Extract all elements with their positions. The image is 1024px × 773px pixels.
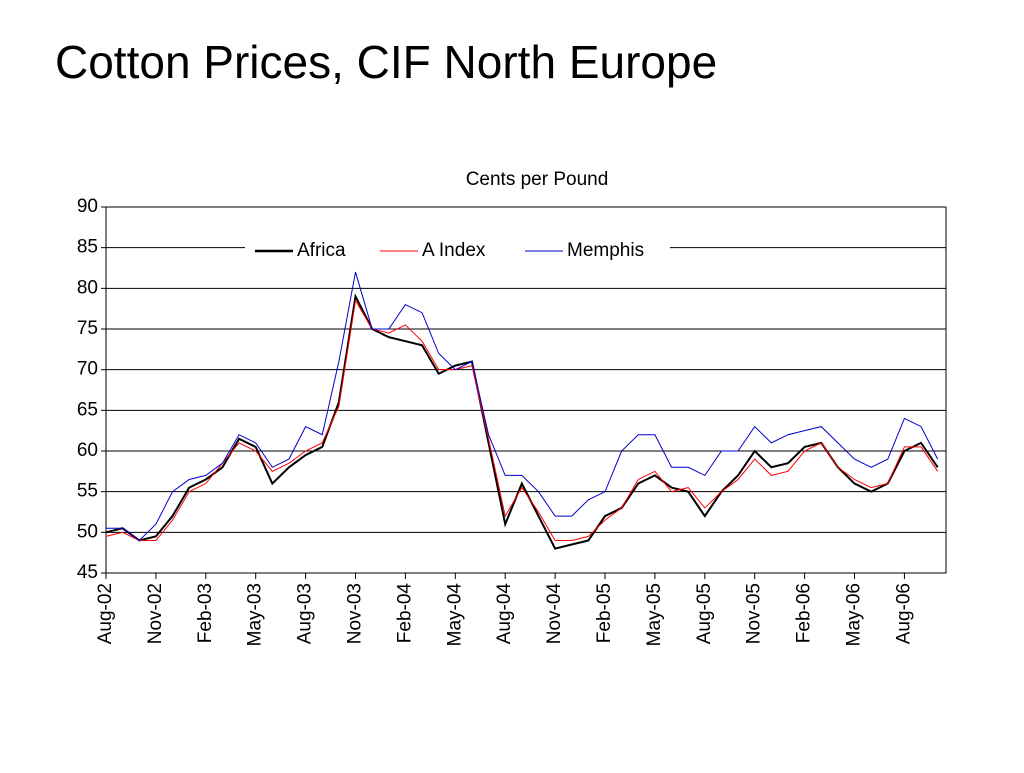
- y-tick-label: 65: [77, 399, 98, 420]
- legend-label: Africa: [297, 240, 346, 261]
- chart-title: Cotton Prices, CIF North Europe: [55, 36, 717, 88]
- y-tick-label: 60: [77, 440, 98, 461]
- x-tick-label: Aug-06: [893, 583, 914, 644]
- x-tick-label: Feb-04: [394, 583, 415, 644]
- y-tick-label: 55: [77, 481, 98, 502]
- y-tick-label: 80: [77, 277, 98, 298]
- x-tick-label: Nov-05: [744, 583, 765, 644]
- x-tick-label: May-04: [444, 583, 465, 647]
- x-tick-label: Aug-02: [95, 583, 116, 644]
- y-tick-label: 75: [77, 318, 98, 339]
- x-tick-label: May-05: [644, 583, 665, 646]
- x-tick-label: May-03: [245, 583, 266, 646]
- chart-subtitle: Cents per Pound: [466, 169, 609, 190]
- x-tick-label: Feb-03: [195, 583, 216, 643]
- x-tick-label: May-06: [844, 583, 865, 646]
- x-tick-label: Nov-03: [345, 583, 366, 644]
- x-tick-label: Aug-04: [494, 583, 515, 645]
- legend-box: [245, 236, 670, 266]
- y-tick-label: 90: [77, 196, 98, 217]
- x-tick-label: Aug-05: [694, 583, 715, 644]
- legend-label: A Index: [422, 240, 486, 261]
- x-tick-label: Nov-04: [544, 583, 565, 645]
- x-tick-label: Feb-06: [794, 583, 815, 643]
- legend-label: Memphis: [567, 240, 644, 261]
- line-series: [106, 271, 939, 542]
- x-tick-label: Nov-02: [145, 583, 166, 644]
- line-series: [105, 293, 939, 550]
- y-tick-label: 50: [77, 521, 98, 542]
- x-tick-label: Aug-03: [295, 583, 316, 644]
- y-tick-label: 45: [77, 562, 98, 583]
- y-tick-label: 70: [77, 359, 98, 380]
- line-series: [105, 299, 939, 541]
- y-tick-label: 85: [77, 237, 98, 258]
- x-tick-label: Feb-05: [594, 583, 615, 643]
